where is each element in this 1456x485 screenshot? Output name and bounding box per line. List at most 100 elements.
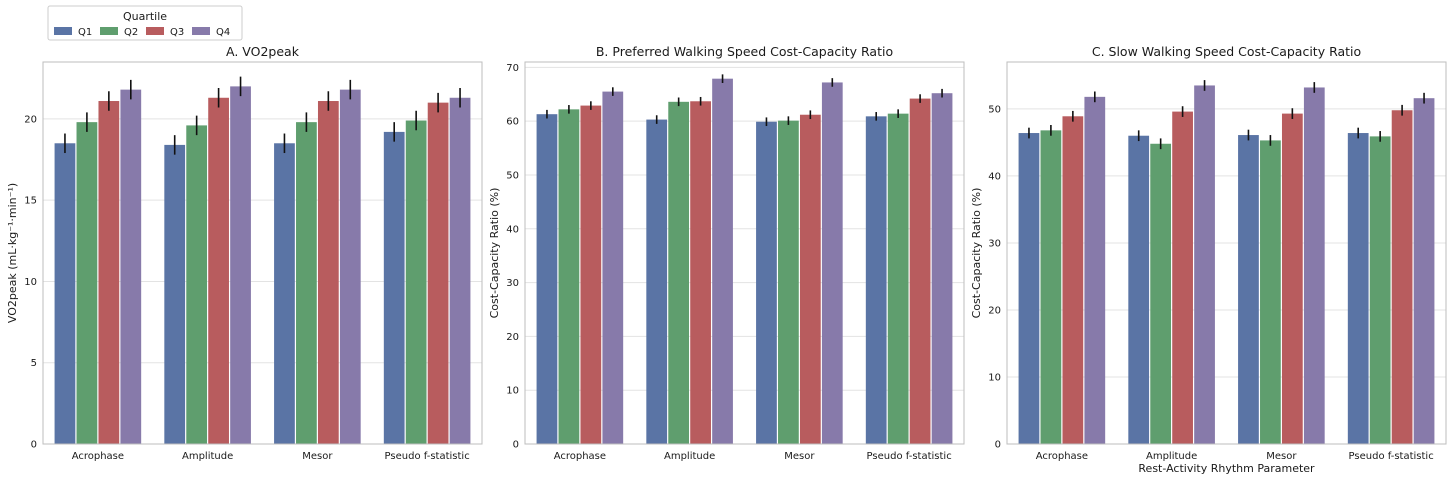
bar-q4-pseudo-f-statistic <box>1413 98 1435 444</box>
chart-title: C. Slow Walking Speed Cost-Capacity Rati… <box>1092 44 1361 59</box>
y-tick-label: 40 <box>988 171 1001 182</box>
y-tick-label: 5 <box>31 358 37 369</box>
bar-q2-amplitude <box>668 101 690 444</box>
x-tick-label: Amplitude <box>664 451 715 462</box>
chart-panel-2: 0 10 20 30 40 50 60 70 Acrophase Amplitude Mesor Ps… <box>488 44 965 462</box>
y-tick-label: 70 <box>506 63 519 74</box>
y-tick-label: 30 <box>988 238 1001 249</box>
bar-q3-pseudo-f-statistic <box>909 98 931 445</box>
bar-q3-mesor <box>1281 113 1303 444</box>
y-tick-label: 40 <box>506 224 519 235</box>
y-tick-label: 15 <box>24 196 37 207</box>
bar-q2-mesor <box>1260 140 1281 444</box>
x-tick-label: Amplitude <box>1146 451 1197 462</box>
bar-q2-acrophase <box>76 122 98 444</box>
bar-q1-mesor <box>756 121 777 444</box>
bar-q2-pseudo-f-statistic <box>887 113 909 445</box>
bar-q2-amplitude <box>1150 143 1172 444</box>
bar-q4-acrophase <box>1084 96 1106 444</box>
x-tick-label: Acrophase <box>72 451 124 462</box>
bar-q1-acrophase <box>54 143 76 444</box>
bar-q2-mesor <box>778 120 799 444</box>
bar-q4-acrophase <box>120 89 142 445</box>
plot-frame <box>42 61 483 445</box>
legend: Quartile Q1 Q2 Q3 Q4 <box>47 5 243 41</box>
chart-title: A. VO2peak <box>226 44 300 59</box>
x-axis-label: Rest-Activity Rhythm Parameter <box>1138 462 1315 475</box>
bar-q4-mesor <box>339 89 361 445</box>
legend-label-q3: Q3 <box>170 27 184 38</box>
bar-q1-amplitude <box>646 119 668 444</box>
plot-frame <box>524 61 965 445</box>
y-tick-label: 0 <box>513 440 519 451</box>
bar-q1-amplitude <box>164 144 186 444</box>
legend-label-q4: Q4 <box>216 27 230 38</box>
bar-q4-acrophase <box>602 91 624 444</box>
x-tick-label: Acrophase <box>1036 451 1088 462</box>
chart-panels: 0 5 10 15 20 Acrophase Amplitude Mesor Pseudo f-… <box>6 44 1447 475</box>
bar-q3-pseudo-f-statistic <box>1391 110 1413 445</box>
x-tick-label: Pseudo f-statistic <box>867 451 952 462</box>
x-tick-label: Mesor <box>1266 451 1297 462</box>
bar-q2-amplitude <box>186 125 208 444</box>
y-tick-label: 0 <box>995 440 1001 451</box>
bar-q3-mesor <box>799 114 821 445</box>
bar-q4-amplitude <box>712 78 733 445</box>
x-tick-label: Mesor <box>302 451 333 462</box>
bar-q4-amplitude <box>1194 85 1215 444</box>
legend-swatch-q4 <box>192 27 210 35</box>
bar-q2-acrophase <box>1040 130 1062 444</box>
x-tick-label: Pseudo f-statistic <box>1349 451 1434 462</box>
legend-title: Quartile <box>123 10 167 23</box>
x-tick-label: Acrophase <box>554 451 606 462</box>
y-tick-label: 10 <box>24 277 37 288</box>
y-axis-label: VO2peak (mL·kg⁻¹·min⁻¹) <box>6 183 19 323</box>
bar-q2-mesor <box>296 122 317 444</box>
bar-q2-acrophase <box>558 109 580 444</box>
y-tick-label: 20 <box>506 332 519 343</box>
y-axis-label: Cost-Capacity Ratio (%) <box>488 188 501 319</box>
bar-q3-pseudo-f-statistic <box>427 102 449 444</box>
legend-label-q1: Q1 <box>78 27 92 38</box>
bar-q1-mesor <box>274 143 295 444</box>
bar-q1-acrophase <box>536 114 558 445</box>
y-tick-label: 0 <box>31 440 37 451</box>
bar-q1-pseudo-f-statistic <box>1347 133 1369 445</box>
bar-q1-pseudo-f-statistic <box>383 131 405 444</box>
bar-q4-pseudo-f-statistic <box>931 93 953 445</box>
bar-q1-amplitude <box>1128 135 1150 444</box>
y-tick-label: 50 <box>988 104 1001 115</box>
bar-q3-acrophase <box>98 101 120 445</box>
y-tick-label: 60 <box>506 117 519 128</box>
y-tick-label: 20 <box>24 114 37 125</box>
bar-q4-mesor <box>1303 87 1325 444</box>
bar-q3-mesor <box>317 101 339 445</box>
plot-frame <box>1006 61 1447 445</box>
legend-swatch-q1 <box>54 27 72 35</box>
bar-q3-acrophase <box>580 105 602 444</box>
bar-q3-amplitude <box>1172 111 1193 444</box>
bar-q3-amplitude <box>208 97 229 444</box>
legend-label-q2: Q2 <box>124 27 138 38</box>
y-tick-label: 30 <box>506 278 519 289</box>
bar-q4-mesor <box>821 82 843 444</box>
bar-q1-mesor <box>1238 135 1259 444</box>
chart-panel-1: 0 5 10 15 20 Acrophase Amplitude Mesor Pseudo f-… <box>6 44 483 462</box>
y-axis-label: Cost-Capacity Ratio (%) <box>970 188 983 319</box>
chart-title: B. Preferred Walking Speed Cost-Capacity… <box>596 44 893 59</box>
legend-entries: Q1 Q2 Q3 Q4 <box>54 27 230 38</box>
y-tick-label: 10 <box>988 372 1001 383</box>
y-tick-label: 50 <box>506 170 519 181</box>
x-tick-label: Mesor <box>784 451 815 462</box>
x-tick-label: Pseudo f-statistic <box>385 451 470 462</box>
bar-q1-acrophase <box>1018 133 1040 445</box>
bar-q3-amplitude <box>690 101 711 444</box>
bar-q4-amplitude <box>230 86 251 444</box>
bar-q2-pseudo-f-statistic <box>405 120 427 444</box>
x-tick-label: Amplitude <box>182 451 233 462</box>
y-tick-label: 10 <box>506 386 519 397</box>
bar-q4-pseudo-f-statistic <box>449 97 471 444</box>
y-tick-label: 20 <box>988 305 1001 316</box>
bar-q1-pseudo-f-statistic <box>865 116 887 444</box>
